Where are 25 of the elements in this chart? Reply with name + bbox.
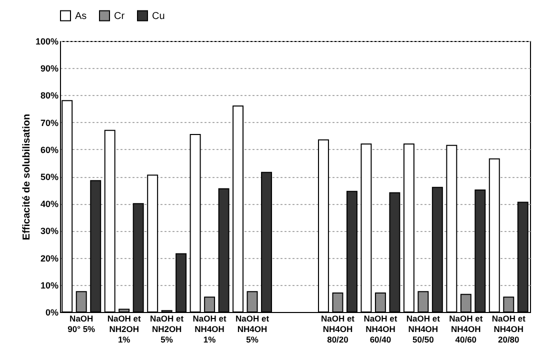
x-tick-label: NaOH et NH4OH 1% [192,314,226,344]
x-tick-label: NaOH et NH4OH 60/40 [364,314,398,344]
x-tick-label: NaOH et NH4OH 40/60 [449,314,483,344]
y-tick-label: 90% [40,64,58,74]
x-tick-label: NaOH et NH4OH 50/50 [406,314,440,344]
y-tick-label: 30% [40,226,58,236]
x-tick-label: NaOH et NH4OH 5% [236,314,270,344]
y-tick-label: 50% [40,172,58,182]
y-tick-label: 20% [40,253,58,264]
y-tick-label: 100% [35,36,58,46]
y-tick-label: 40% [40,199,58,210]
x-tick-label: NaOH 90° 5% [68,314,96,334]
legend-label: As [75,10,87,22]
y-axis-title: Efficacité de solubilisation [21,114,32,240]
y-tick-label: 10% [40,280,58,290]
y-tick-label: 0% [45,308,58,318]
legend-label: Cr [114,10,126,22]
y-tick-label: 60% [40,144,58,155]
y-tick-label: 70% [40,118,58,128]
x-tick-label: NaOH et NH4OH 20/80 [492,314,526,344]
y-tick-label: 80% [40,90,58,101]
x-tick-label: NaOH et NH2OH 1% [107,314,142,344]
x-tick-label: NaOH et NH4OH 80/20 [320,314,355,344]
legend-label: Cu [152,10,165,22]
x-tick-label: NaOH et NH2OH 5% [150,314,184,344]
